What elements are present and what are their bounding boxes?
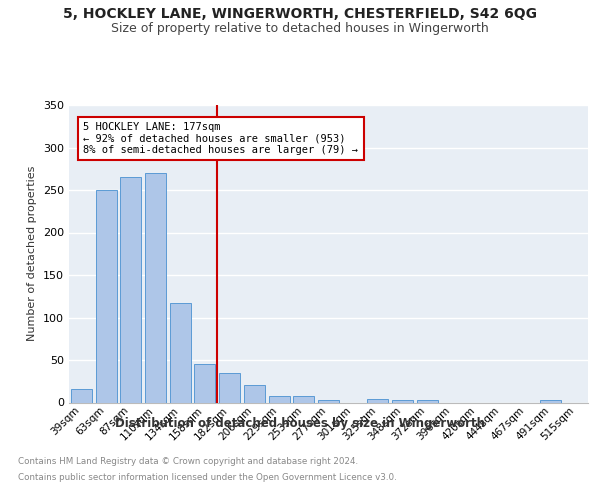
Text: Size of property relative to detached houses in Wingerworth: Size of property relative to detached ho… (111, 22, 489, 35)
Bar (95, 190, 116, 402)
Bar (541, 400, 562, 402)
Bar (71, 389, 92, 402)
Bar (170, 303, 191, 402)
Y-axis label: Number of detached properties: Number of detached properties (28, 166, 37, 342)
Text: Contains HM Land Registry data © Crown copyright and database right 2024.: Contains HM Land Registry data © Crown c… (18, 458, 358, 466)
Bar (269, 396, 290, 402)
Text: 5 HOCKLEY LANE: 177sqm
← 92% of detached houses are smaller (953)
8% of semi-det: 5 HOCKLEY LANE: 177sqm ← 92% of detached… (83, 122, 358, 155)
Bar (367, 399, 388, 402)
Bar (120, 178, 141, 402)
Bar (145, 173, 166, 402)
Bar (392, 400, 413, 402)
Text: Contains public sector information licensed under the Open Government Licence v3: Contains public sector information licen… (18, 472, 397, 482)
Text: Distribution of detached houses by size in Wingerworth: Distribution of detached houses by size … (115, 418, 485, 430)
Bar (219, 373, 240, 402)
Bar (244, 384, 265, 402)
Bar (318, 400, 339, 402)
Bar (194, 364, 215, 403)
Bar (417, 400, 438, 402)
Bar (293, 396, 314, 402)
Text: 5, HOCKLEY LANE, WINGERWORTH, CHESTERFIELD, S42 6QG: 5, HOCKLEY LANE, WINGERWORTH, CHESTERFIE… (63, 8, 537, 22)
